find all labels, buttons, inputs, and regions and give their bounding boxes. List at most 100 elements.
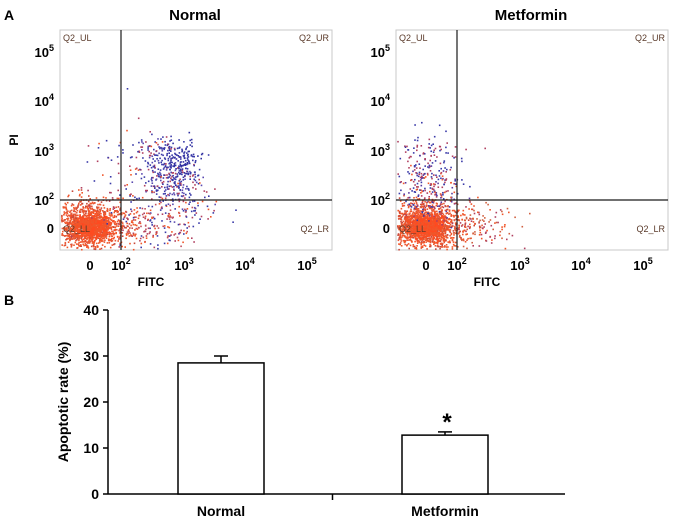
- event-dot: [115, 233, 117, 235]
- event-dot: [125, 214, 127, 216]
- event-dot: [432, 218, 434, 220]
- event-dot: [400, 240, 402, 242]
- event-dot: [433, 150, 435, 152]
- event-dot: [410, 188, 412, 190]
- event-dot: [99, 242, 101, 244]
- event-dot: [441, 201, 443, 203]
- event-dot: [161, 186, 163, 188]
- event-dot: [170, 221, 172, 223]
- event-dot: [180, 169, 182, 171]
- event-dot: [179, 166, 181, 168]
- event-dot: [452, 187, 454, 189]
- event-dot: [128, 233, 130, 235]
- event-dot: [118, 163, 120, 165]
- event-dot: [106, 140, 108, 142]
- event-dot: [64, 222, 66, 224]
- event-dot: [105, 218, 107, 220]
- event-dot: [90, 203, 92, 205]
- event-dot: [151, 185, 153, 187]
- event-dot: [93, 219, 95, 221]
- event-dot: [118, 225, 120, 227]
- event-dot: [137, 211, 139, 213]
- event-dot: [469, 198, 471, 200]
- event-dot: [421, 185, 423, 187]
- event-dot: [142, 197, 144, 199]
- event-dot: [447, 229, 449, 231]
- event-dot: [115, 229, 117, 231]
- event-dot: [61, 215, 63, 217]
- event-dot: [181, 181, 183, 183]
- event-dot: [154, 228, 156, 230]
- event-dot: [162, 183, 164, 185]
- event-dot: [424, 197, 426, 199]
- event-dot: [479, 229, 481, 231]
- event-dot: [94, 231, 96, 233]
- event-dot: [191, 154, 193, 156]
- event-dot: [83, 212, 85, 214]
- event-dot: [444, 167, 446, 169]
- event-dot: [442, 217, 444, 219]
- event-dot: [156, 190, 158, 192]
- event-dot: [173, 177, 175, 179]
- event-dot: [442, 225, 444, 227]
- event-dot: [197, 205, 199, 207]
- event-dot: [180, 246, 182, 248]
- event-dot: [65, 243, 67, 245]
- event-dot: [169, 181, 171, 183]
- event-dot: [200, 158, 202, 160]
- event-dot: [166, 136, 168, 138]
- event-dot: [154, 247, 156, 249]
- event-dot: [413, 147, 415, 149]
- event-dot: [446, 209, 448, 211]
- event-dot: [107, 208, 109, 210]
- event-dot: [416, 217, 418, 219]
- event-dot: [111, 220, 113, 222]
- event-dot: [174, 157, 176, 159]
- event-dot: [87, 237, 89, 239]
- event-dot: [168, 239, 170, 241]
- event-dot: [172, 143, 174, 145]
- event-dot: [407, 234, 409, 236]
- event-dot: [103, 217, 105, 219]
- event-dot: [428, 222, 430, 224]
- event-dot: [420, 213, 422, 215]
- event-dot: [178, 172, 180, 174]
- event-dot: [90, 217, 92, 219]
- event-dot: [127, 88, 129, 90]
- event-dot: [461, 179, 463, 181]
- event-dot: [91, 217, 93, 219]
- event-dot: [188, 161, 190, 163]
- event-dot: [435, 218, 437, 220]
- event-dot: [94, 226, 96, 228]
- event-dot: [156, 225, 158, 227]
- event-dot: [172, 175, 174, 177]
- event-dot: [115, 240, 117, 242]
- event-dot: [165, 144, 167, 146]
- event-dot: [413, 222, 415, 224]
- event-dot: [182, 168, 184, 170]
- event-dot: [97, 161, 99, 163]
- event-dot: [195, 180, 197, 182]
- event-dot: [174, 182, 176, 184]
- event-dot: [170, 209, 172, 211]
- event-dot: [178, 224, 180, 226]
- event-dot: [440, 203, 442, 205]
- event-dot: [411, 235, 413, 237]
- event-dot: [182, 172, 184, 174]
- event-dot: [455, 146, 457, 148]
- event-dot: [425, 209, 427, 211]
- event-dot: [401, 245, 403, 247]
- event-dot: [133, 224, 135, 226]
- event-dot: [91, 246, 93, 248]
- event-dot: [100, 239, 102, 241]
- event-dot: [142, 214, 144, 216]
- event-dot: [88, 237, 90, 239]
- event-dot: [81, 187, 83, 189]
- event-dot: [71, 236, 73, 238]
- event-dot: [208, 195, 210, 197]
- event-dot: [142, 208, 144, 210]
- plot-title: Normal: [169, 7, 221, 24]
- event-dot: [192, 175, 194, 177]
- event-dot: [430, 225, 432, 227]
